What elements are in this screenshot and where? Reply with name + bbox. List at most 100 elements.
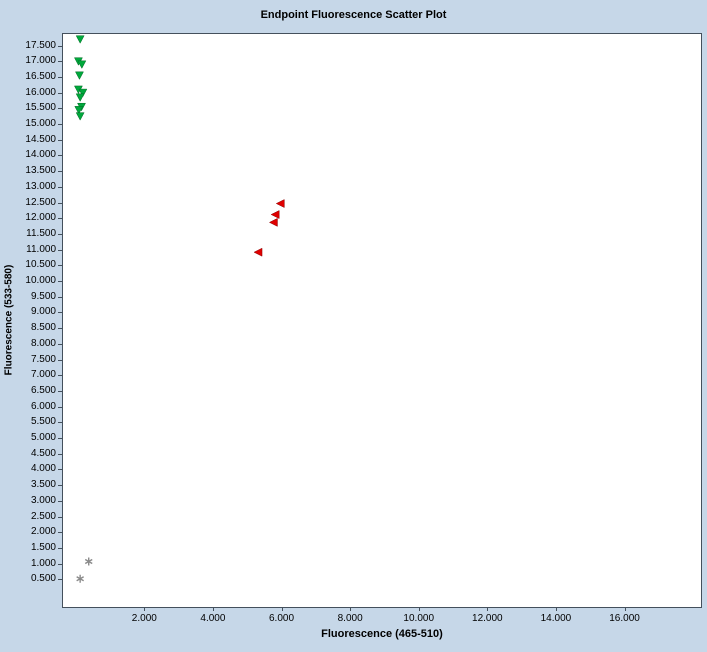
y-tick-mark [58, 265, 62, 267]
y-tick-mark [58, 312, 62, 314]
y-tick-mark [58, 139, 62, 141]
y-tick-label: 9.500 [30, 290, 56, 302]
y-tick-mark [58, 422, 62, 424]
y-tick-mark [58, 61, 62, 63]
y-tick-mark [58, 281, 62, 283]
y-tick-label: 12.500 [25, 196, 56, 208]
y-tick-label: 3.500 [30, 479, 56, 491]
y-tick-label: 15.000 [25, 118, 56, 130]
y-tick-label: 15.500 [25, 102, 56, 114]
y-tick-label: 6.500 [30, 384, 56, 396]
red-samples-point [253, 247, 263, 257]
y-tick-label: 17.000 [25, 55, 56, 67]
x-tick-mark [487, 607, 489, 611]
y-tick-label: 8.500 [30, 322, 56, 334]
y-tick-mark [58, 233, 62, 235]
red-samples-point [268, 217, 278, 227]
y-tick-mark [58, 516, 62, 518]
x-tick-label: 16.000 [609, 613, 640, 624]
green-samples-point [75, 93, 85, 102]
y-tick-mark [58, 532, 62, 534]
gray-samples-point [84, 557, 93, 566]
y-tick-label: 11.000 [26, 243, 56, 255]
y-tick-mark [58, 453, 62, 455]
y-tick-mark [58, 45, 62, 47]
x-tick-mark [350, 607, 352, 611]
y-tick-label: 1.000 [30, 557, 56, 569]
y-tick-mark [58, 92, 62, 94]
y-tick-label: 9.000 [30, 306, 56, 318]
y-tick-label: 17.500 [25, 39, 56, 51]
y-tick-label: 5.500 [30, 416, 56, 428]
green-samples-point [75, 112, 85, 121]
x-tick-label: 4.000 [200, 613, 226, 624]
y-tick-label: 11.500 [26, 227, 56, 239]
y-tick-label: 8.000 [30, 337, 56, 349]
green-samples-point [74, 106, 84, 115]
chart-title: Endpoint Fluorescence Scatter Plot [260, 9, 447, 21]
y-tick-label: 0.500 [30, 573, 56, 585]
x-tick-mark [144, 607, 146, 611]
y-tick-label: 2.500 [30, 510, 56, 522]
y-tick-mark [58, 249, 62, 251]
y-tick-label: 5.000 [30, 432, 56, 444]
y-tick-label: 7.500 [30, 353, 56, 365]
x-tick-mark [212, 607, 214, 611]
data-points-layer [74, 35, 285, 583]
y-tick-label: 14.000 [25, 149, 56, 161]
red-samples-point [270, 210, 280, 219]
y-tick-mark [58, 485, 62, 487]
y-tick-label: 13.500 [25, 165, 56, 177]
y-tick-mark [58, 218, 62, 220]
y-tick-mark [58, 328, 62, 330]
y-tick-mark [58, 406, 62, 408]
x-tick-mark [281, 607, 283, 611]
y-tick-label: 3.000 [30, 494, 56, 506]
x-tick-label: 8.000 [337, 613, 363, 624]
y-tick-mark [58, 202, 62, 204]
y-tick-label: 10.000 [25, 275, 56, 287]
x-tick-mark [555, 607, 557, 611]
x-tick-label: 10.000 [403, 613, 435, 624]
y-tick-label: 10.500 [25, 259, 56, 271]
x-tick-mark [624, 607, 626, 611]
y-tick-mark [58, 171, 62, 173]
y-tick-mark [58, 124, 62, 126]
x-tick-label: 2.000 [131, 613, 157, 624]
green-samples-point [75, 71, 84, 80]
y-tick-label: 4.500 [30, 447, 56, 459]
y-tick-label: 14.500 [25, 133, 56, 145]
y-tick-mark [58, 579, 62, 581]
x-tick-mark [418, 607, 420, 611]
y-tick-label: 16.000 [25, 86, 56, 98]
green-samples-point [78, 88, 88, 98]
y-tick-mark [58, 547, 62, 549]
y-tick-mark [58, 296, 62, 298]
y-tick-label: 6.000 [30, 400, 56, 412]
x-axis-title: Fluorescence (465-510) [321, 628, 443, 640]
y-tick-mark [58, 76, 62, 78]
y-tick-mark [58, 563, 62, 565]
y-tick-mark [58, 438, 62, 440]
x-tick-label: 12.000 [472, 613, 503, 624]
x-tick-label: 14.000 [540, 613, 572, 624]
y-tick-mark [58, 186, 62, 188]
y-tick-mark [58, 155, 62, 157]
y-tick-mark [58, 359, 62, 361]
y-tick-mark [58, 500, 62, 502]
x-tick-label: 6.000 [269, 613, 295, 624]
gray-samples-point [76, 574, 84, 583]
y-tick-label: 1.500 [30, 541, 56, 553]
y-tick-label: 7.000 [30, 369, 56, 381]
y-tick-mark [58, 343, 62, 345]
y-tick-mark [58, 390, 62, 392]
y-tick-mark [58, 469, 62, 471]
green-samples-point [75, 35, 85, 44]
red-samples-point [275, 199, 285, 208]
y-tick-mark [58, 375, 62, 377]
y-tick-label: 4.000 [30, 463, 56, 475]
y-tick-label: 2.000 [30, 526, 56, 538]
y-tick-label: 13.000 [25, 180, 56, 192]
y-tick-mark [58, 108, 62, 110]
